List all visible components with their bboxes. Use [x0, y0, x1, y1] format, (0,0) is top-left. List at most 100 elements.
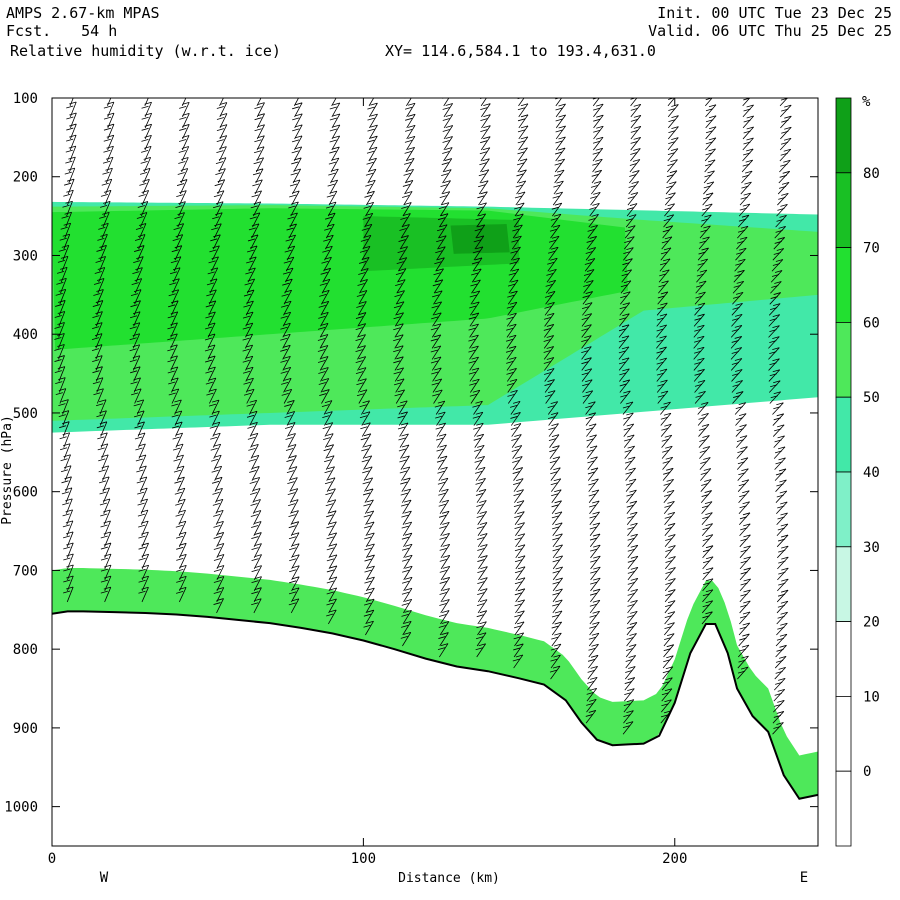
wind-barb [742, 98, 751, 107]
wind-barb [514, 599, 525, 614]
wind-barb [702, 545, 714, 559]
wind-barb [621, 269, 632, 283]
wind-barb [544, 302, 555, 316]
wind-barb [437, 213, 449, 228]
wind-barb [555, 114, 566, 129]
wind-barb [355, 356, 367, 371]
wind-barb [325, 201, 337, 217]
wind-barb [546, 268, 557, 283]
wind-barb [242, 355, 254, 371]
wind-barb [693, 346, 705, 360]
wind-barb [281, 289, 292, 305]
wind-barb [318, 367, 329, 382]
wind-barb [204, 322, 216, 338]
wind-barb [355, 334, 366, 349]
wind-barb [100, 586, 112, 603]
wind-barb [329, 124, 341, 140]
wind-barb [242, 366, 254, 382]
wind-barb [667, 126, 679, 140]
wind-barb [581, 368, 593, 382]
wind-barb [734, 402, 747, 415]
wind-barb [247, 432, 259, 448]
wind-barb [367, 102, 378, 118]
wind-barb [254, 124, 265, 140]
wind-barb [506, 301, 518, 316]
wind-barb [581, 324, 592, 338]
wind-barb [620, 291, 631, 305]
wind-barb [242, 311, 254, 327]
wind-barb [694, 379, 706, 393]
wind-barb [588, 478, 599, 492]
wind-barb [137, 487, 148, 503]
wind-barb [359, 400, 370, 415]
wind-barb [355, 312, 367, 327]
wind-barb [626, 511, 638, 526]
wind-barb [586, 699, 597, 713]
wind-barb [439, 566, 451, 581]
wind-barb [213, 543, 225, 558]
wind-barb [438, 621, 450, 636]
wind-barb [514, 191, 526, 206]
wind-barb [667, 137, 679, 151]
wind-barb [480, 125, 491, 140]
wind-barb [768, 336, 780, 349]
wind-barb [138, 586, 149, 603]
wind-barb [172, 443, 184, 459]
wind-barb [737, 468, 749, 481]
wind-barb [286, 466, 298, 481]
colorbar-label: 20 [863, 615, 880, 631]
wind-barb [780, 126, 792, 140]
y-tick-label: 1000 [4, 800, 38, 816]
wind-barb [404, 158, 415, 173]
colorbar-label: 60 [863, 315, 880, 331]
wind-barb [656, 346, 667, 360]
wind-barb [317, 345, 329, 360]
colorbar-segment [835, 97, 852, 174]
wind-barb [480, 114, 491, 129]
wind-barb [322, 245, 333, 261]
wind-barb [318, 312, 329, 327]
wind-barb [773, 677, 786, 691]
wind-barb [658, 269, 670, 283]
wind-barb [364, 565, 375, 581]
wind-barb [323, 444, 334, 459]
wind-barb [737, 666, 749, 680]
wind-barb [731, 380, 743, 393]
wind-barb [627, 555, 639, 570]
wind-barb [775, 490, 788, 503]
wind-barb [593, 125, 604, 140]
wind-barb [776, 534, 789, 548]
wind-barb [213, 509, 224, 525]
wind-barb [506, 323, 517, 338]
wind-barb [219, 98, 224, 107]
wind-barb [693, 324, 705, 338]
wind-barb [168, 377, 179, 393]
wind-barb [439, 588, 450, 603]
wind-barb [280, 333, 291, 349]
wind-barb [476, 621, 487, 636]
wind-barb [468, 356, 479, 371]
wind-barb [362, 488, 374, 503]
wind-barb [590, 566, 601, 581]
wind-barb [398, 235, 409, 250]
wind-barb [324, 223, 335, 239]
wind-barb [253, 146, 265, 162]
wind-barb [324, 466, 335, 481]
forecast-value: 54 h [81, 22, 118, 40]
wind-barb [700, 468, 712, 481]
wind-barb [323, 455, 335, 470]
wind-barb [739, 567, 751, 581]
wind-barb [552, 555, 563, 570]
wind-barb [171, 410, 183, 426]
wind-barb [248, 444, 259, 459]
wind-barb [474, 224, 486, 239]
wind-barb [628, 181, 639, 195]
wind-barb [355, 367, 367, 382]
wind-barb [697, 247, 709, 261]
wind-barb [216, 102, 228, 118]
wind-barb [778, 170, 791, 184]
wind-barb [705, 115, 717, 129]
wind-barb [205, 377, 217, 393]
colorbar-segment [835, 172, 852, 249]
wind-barb [292, 124, 303, 140]
